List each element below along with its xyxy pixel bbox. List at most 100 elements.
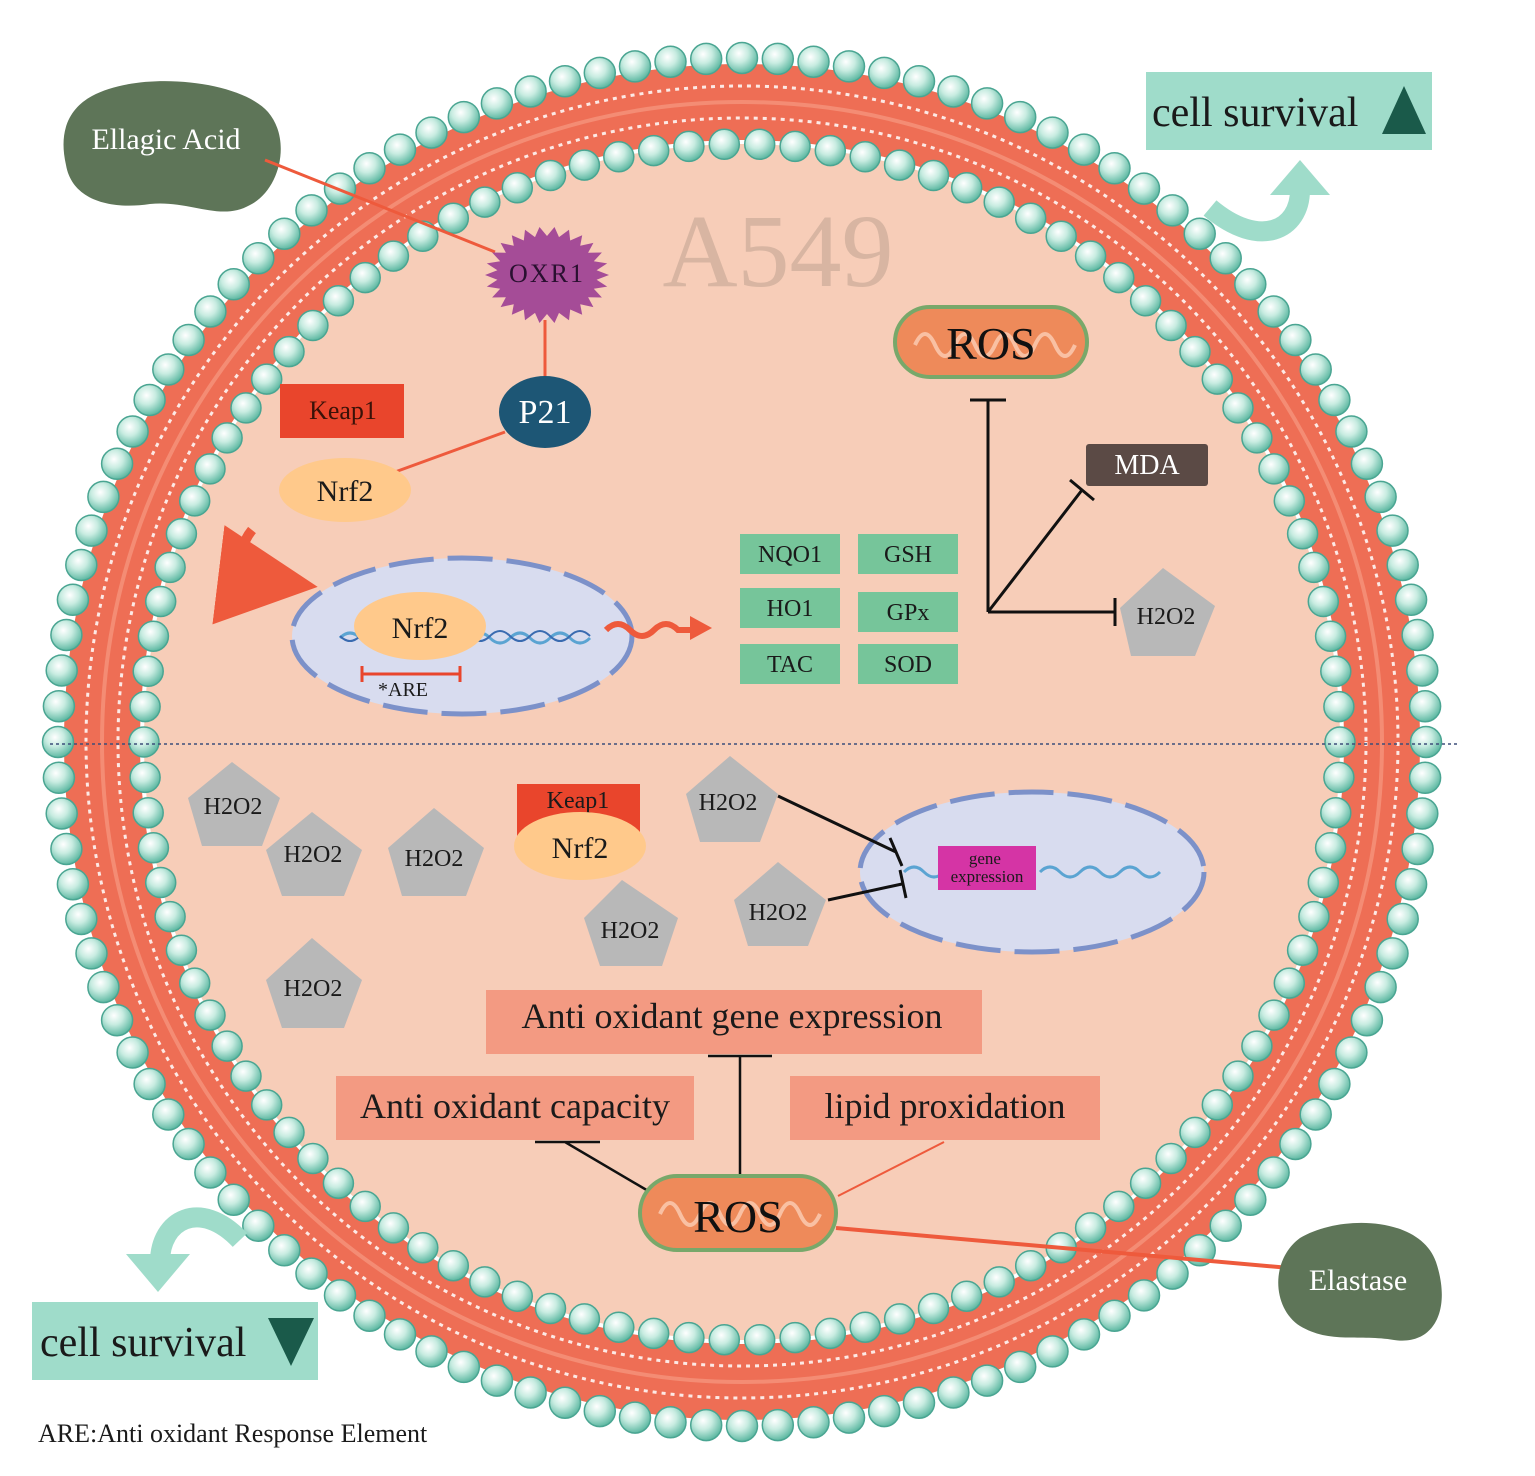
h2o2-pentagon <box>686 756 778 842</box>
lipid-head-outer <box>654 1406 687 1439</box>
survival-bottom-box <box>32 1302 318 1380</box>
lipid-head-inner <box>1103 261 1135 294</box>
lipid-head-outer <box>133 383 166 417</box>
lipid-head-outer <box>1299 1098 1332 1131</box>
mda-box <box>1086 444 1208 486</box>
lipid-head-inner <box>1286 518 1319 550</box>
lipid-head-outer <box>242 1209 275 1242</box>
lipid-head-inner <box>1179 1116 1211 1149</box>
elastase-to-ros-line <box>835 1226 1291 1270</box>
lipid-head-outer <box>100 447 134 481</box>
ros-inhibit-gene-expression <box>708 1054 772 1178</box>
lipid-head-inner <box>779 1321 811 1354</box>
lipid-head-outer <box>383 133 417 166</box>
lipid-head-inner <box>377 1212 410 1244</box>
lipid-head-outer <box>1257 295 1290 328</box>
h2o2-top-label: H2O2 <box>1137 604 1196 630</box>
h2o2-pentagon <box>266 812 362 896</box>
mitochondrion-top: ROS <box>893 305 1089 379</box>
lipid-head-inner <box>230 1060 262 1092</box>
p21-to-nrf2-line <box>394 430 506 474</box>
lipid-head-outer <box>1364 480 1397 514</box>
lipid-head-outer <box>87 480 120 514</box>
lipid-head-outer <box>689 42 723 76</box>
h2o2-cluster: H2O2 H2O2 H2O2 H2O2 H2O2 H2O2 H2O2 <box>188 756 826 1028</box>
lipid-head-inner <box>779 130 811 163</box>
lipid-head-inner <box>132 655 164 688</box>
lipid-head-inner <box>273 335 305 368</box>
ros-bottom-links <box>535 1054 1291 1270</box>
lipid-head-outer <box>937 75 970 108</box>
lipid-head-inner <box>1155 1142 1187 1175</box>
h2o2-label: H2O2 <box>601 918 660 944</box>
lipid-head-inner <box>144 585 177 618</box>
lipid-head-outer <box>116 1036 149 1069</box>
survival-down-triangle <box>268 1318 314 1366</box>
lipid-head-outer <box>56 867 90 901</box>
h2o2-label: H2O2 <box>284 976 343 1002</box>
lipid-head-outer <box>1394 583 1428 617</box>
lipid-head-inner <box>743 128 776 161</box>
p21-node <box>499 376 591 448</box>
cell-label: A549 <box>662 194 893 309</box>
lipid-head-inner <box>883 149 916 181</box>
lipid-head-outer <box>902 1386 936 1419</box>
lipid-head-outer <box>1003 100 1037 134</box>
expression-wavy-arrow <box>603 621 692 639</box>
lipid-head-inner <box>534 159 567 192</box>
lipid-head-outer <box>761 1408 795 1442</box>
lipid-head-outer <box>1350 447 1384 481</box>
lipid-head-inner <box>273 1116 305 1149</box>
lipid-head-outer <box>75 514 108 547</box>
inhibition-top <box>970 398 1117 626</box>
lipid-head-outer <box>1127 172 1161 205</box>
lipid-head-inner <box>708 128 741 161</box>
lipid-head-inner <box>250 1089 283 1121</box>
lipid-head-inner <box>1201 363 1234 395</box>
h2o2-label: H2O2 <box>204 794 263 820</box>
lipid-head-inner <box>129 690 161 723</box>
lipid-head-inner <box>1258 453 1290 485</box>
lipid-head-inner <box>637 134 670 167</box>
lipid-head-outer <box>1036 1335 1069 1368</box>
lipid-head-inner <box>1314 620 1347 652</box>
lipid-head-inner <box>917 1292 950 1325</box>
lipid-head-outer <box>480 1364 514 1397</box>
lipid-head-inner <box>1273 485 1306 517</box>
nrf2-bottom-node <box>514 812 646 880</box>
lipid-head-inner <box>1314 832 1347 864</box>
antioxidant-capacity-box <box>336 1076 694 1140</box>
enzyme-label-gsh: GSH <box>884 542 932 568</box>
lipid-head-outer <box>797 1406 830 1439</box>
lipid-head-inner <box>144 866 177 899</box>
lipid-head-inner <box>194 453 226 485</box>
lipid-head-inner <box>501 172 534 204</box>
inhibit-mda-line <box>986 478 1095 613</box>
lipid-head-outer <box>867 1394 901 1428</box>
membrane-tail-line-inner <box>116 116 1368 1368</box>
lipid-head-outer <box>1036 116 1069 149</box>
lipid-head-inner <box>1298 551 1330 584</box>
lipid-head-inner <box>297 1142 329 1175</box>
lipid-head-inner <box>407 1231 439 1264</box>
lipid-head-inner <box>1155 309 1187 342</box>
lipid-head-outer <box>133 1067 166 1101</box>
are-bracket <box>360 666 462 682</box>
lipid-head-inner <box>1045 220 1077 253</box>
h2o2-pentagon <box>584 880 678 966</box>
p21-label: P21 <box>519 394 572 431</box>
lipid-head-inner <box>603 1311 635 1343</box>
lipid-head-inner <box>1286 934 1319 966</box>
lipid-head-outer <box>1234 1183 1267 1216</box>
lipid-head-outer <box>194 295 227 328</box>
lipid-head-outer <box>116 415 149 448</box>
ellagic-to-oxr1-line <box>264 158 496 254</box>
lipid-head-inner <box>437 202 470 235</box>
lipid-head-inner <box>297 309 329 342</box>
ros-bottom-label: ROS <box>693 1191 782 1242</box>
keap1-label: Keap1 <box>309 396 377 425</box>
lipid-head-outer <box>242 242 275 275</box>
lipid-head-outer <box>172 1127 205 1161</box>
lipid-head-inner <box>883 1303 916 1335</box>
lipid-head-inner <box>1074 240 1107 272</box>
